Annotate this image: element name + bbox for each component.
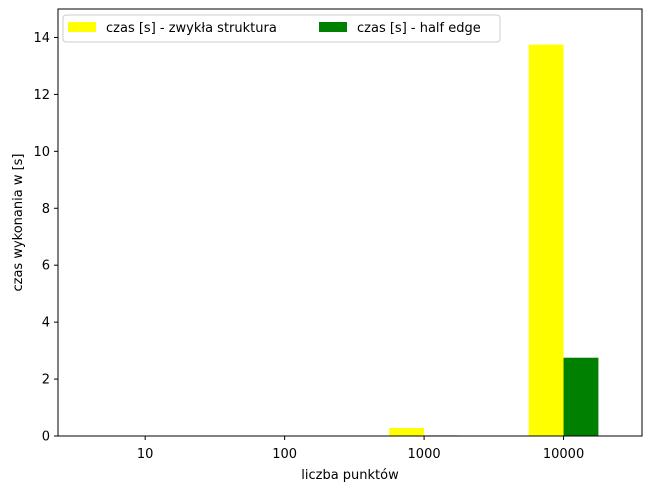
y-tick-label: 2	[42, 373, 50, 388]
bar-zwykla-struktura-10000	[528, 44, 564, 436]
legend-label-half-edge: czas [s] - half edge	[357, 21, 481, 36]
y-tick-label: 14	[33, 31, 50, 46]
y-tick-label: 4	[42, 316, 50, 331]
legend-label-zwykla-struktura: czas [s] - zwykła struktura	[106, 21, 277, 36]
y-tick-label: 12	[33, 88, 50, 103]
legend: czas [s] - zwykła struktura czas [s] - h…	[62, 14, 501, 43]
y-tick-label: 10	[33, 145, 50, 160]
x-tick-label: 10000	[543, 447, 584, 462]
y-axis-ticks: 0 2 4 6 8 10 12 14	[33, 31, 58, 445]
legend-swatch-half-edge	[319, 22, 347, 32]
x-axis-label: liczba punktów	[301, 468, 399, 483]
y-tick-label: 8	[42, 202, 50, 217]
bars-layer	[110, 44, 599, 436]
legend-swatch-zwykla-struktura	[68, 22, 96, 32]
x-tick-label: 10	[137, 447, 154, 462]
x-tick-label: 1000	[408, 447, 441, 462]
x-tick-label: 100	[272, 447, 297, 462]
y-axis-label: czas wykonania w [s]	[11, 153, 26, 291]
y-tick-label: 6	[42, 259, 50, 274]
legend-frame	[62, 14, 501, 43]
plot-area-frame	[57, 8, 643, 437]
bar-zwykla-struktura-1000	[389, 428, 425, 436]
bar-half-edge-10000	[563, 357, 599, 436]
y-tick-label: 0	[42, 430, 50, 445]
x-axis-ticks: 10 100 1000 10000	[137, 436, 584, 462]
